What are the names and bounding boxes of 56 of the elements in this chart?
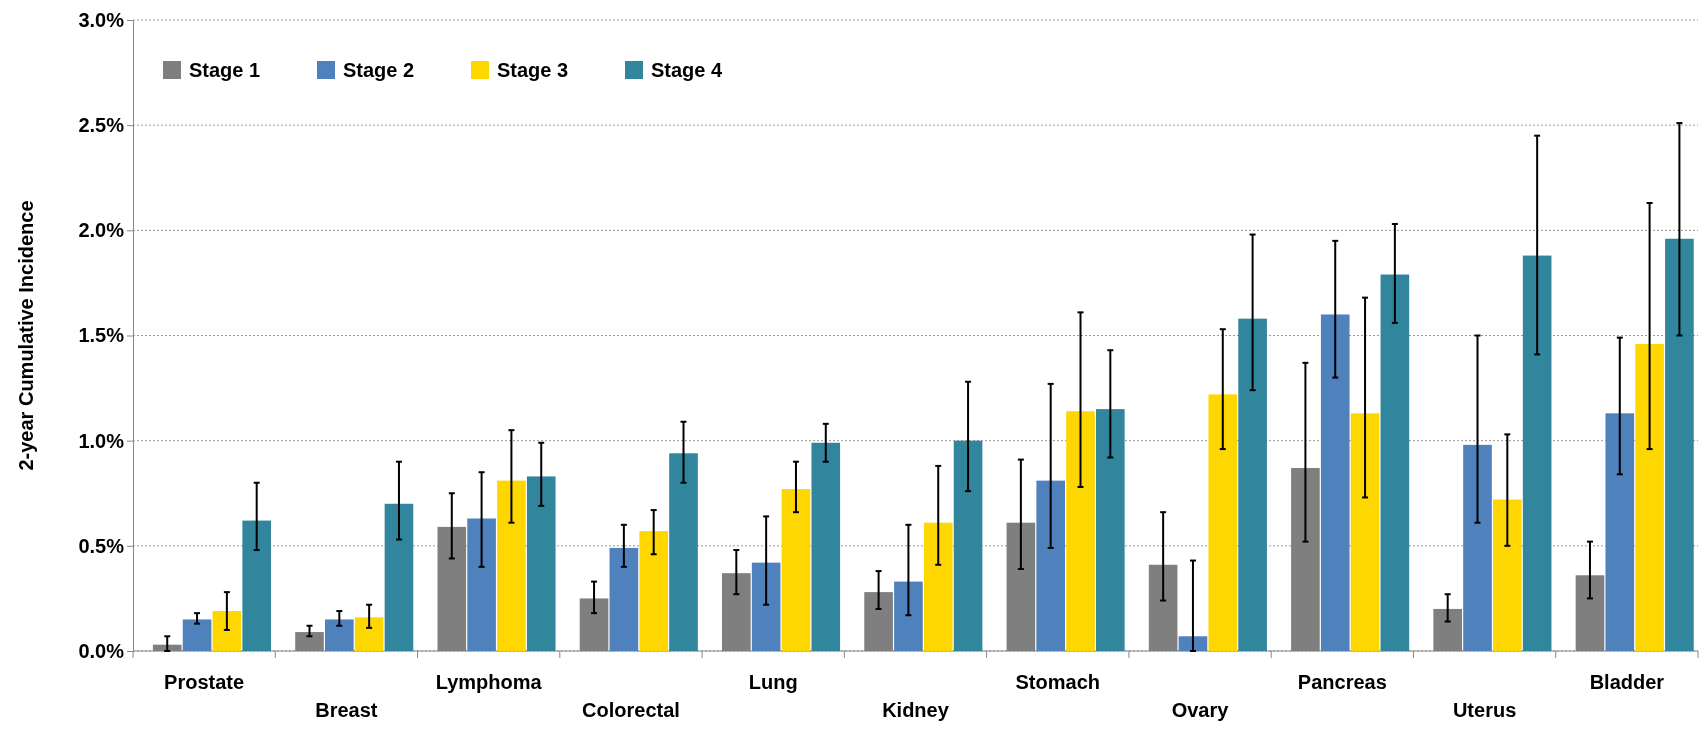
bar: [781, 489, 811, 651]
y-tick-label: 2.0%: [78, 219, 125, 242]
x-tick-label: Lymphoma: [435, 671, 543, 693]
bar: [1522, 255, 1552, 651]
bar: [1350, 413, 1380, 651]
bar: [1605, 413, 1635, 651]
bar: [1066, 411, 1095, 651]
x-tick-label: Lung: [748, 671, 798, 693]
x-tick-label: Colorectal: [582, 699, 680, 721]
bar: [1635, 343, 1664, 651]
bar: [751, 562, 781, 651]
bar: [1463, 444, 1492, 651]
bar: [354, 617, 384, 651]
legend-label: Stage 4: [651, 59, 724, 81]
bar: [182, 619, 212, 651]
bar: [526, 476, 556, 651]
x-tick-label: Stomach: [1015, 671, 1101, 693]
bar: [242, 520, 272, 651]
bar: [497, 480, 526, 651]
y-tick-label: 0.0%: [78, 639, 125, 662]
x-tick-label: Uterus: [1452, 699, 1517, 721]
x-tick-label: Pancreas: [1297, 671, 1387, 693]
x-tick-label: Ovary: [1171, 699, 1230, 721]
bar: [811, 442, 841, 651]
bar: [384, 503, 414, 651]
x-tick-label: Prostate: [164, 671, 245, 693]
y-tick-label: 1.0%: [78, 429, 125, 452]
bar: [1178, 636, 1208, 651]
x-tick-label: Kidney: [882, 699, 950, 721]
y-tick-label: 3.0%: [78, 8, 125, 31]
bar: [1036, 480, 1065, 651]
bar: [1238, 318, 1267, 651]
bar: [953, 440, 983, 651]
bar: [1096, 409, 1125, 651]
bar: [325, 619, 354, 651]
bar: [1493, 499, 1522, 651]
bar: [212, 611, 242, 651]
y-tick-label: 1.5%: [78, 324, 125, 347]
bar: [467, 518, 496, 651]
x-tick-label: Bladder: [1589, 671, 1665, 693]
bar: [1320, 314, 1350, 651]
legend-label: Stage 3: [497, 59, 569, 81]
bar: [639, 531, 668, 651]
bar: [669, 453, 698, 651]
bar: [923, 522, 953, 651]
bar: [1380, 274, 1410, 651]
legend-label: Stage 2: [343, 59, 415, 81]
bar: [1665, 238, 1694, 651]
y-tick-label: 2.5%: [78, 114, 125, 137]
bar: [1208, 394, 1238, 651]
x-tick-label: Breast: [315, 699, 378, 721]
bar: [894, 581, 923, 651]
y-tick-label: 0.5%: [78, 534, 125, 557]
legend-label: Stage 1: [189, 59, 261, 81]
bar: [609, 547, 639, 651]
y-axis-title: 2-year Cumulative Incidence: [15, 200, 37, 471]
